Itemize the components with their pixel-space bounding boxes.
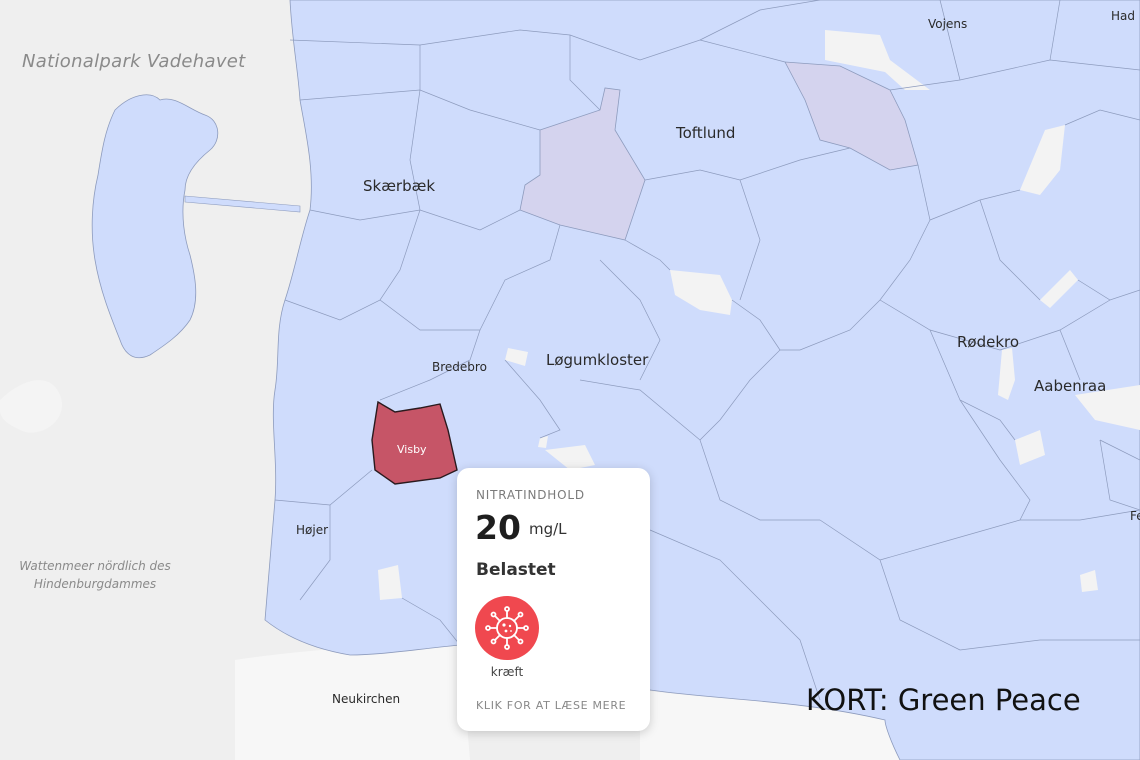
label-visby[interactable]: Visby <box>397 443 427 456</box>
white-patch <box>1075 385 1140 430</box>
virus-icon-glyph <box>485 606 529 650</box>
white-patch <box>825 30 930 90</box>
visby-area[interactable] <box>371 400 458 485</box>
read-more-link[interactable]: KLIK FOR AT LÆSE MERE <box>476 699 627 712</box>
label-wattenmeer: Wattenmeer nördlich des Hindenburgdammes <box>14 557 176 593</box>
white-patch <box>538 436 548 448</box>
popup-heading: NITRATINDHOLD <box>476 488 585 502</box>
label-logumkloster: Løgumkloster <box>546 351 649 369</box>
label-bredebro: Bredebro <box>432 360 487 374</box>
label-hojer: Højer <box>296 523 329 537</box>
label-wattenmeer-line1: Wattenmeer nördlich des <box>19 559 171 573</box>
romo-dam <box>184 195 301 213</box>
nitrate-popup[interactable]: NITRATINDHOLD 20 mg/L Belastet <box>457 468 650 731</box>
district-borders <box>274 0 1140 701</box>
label-skaerbaek: Skærbæk <box>363 177 436 195</box>
white-patch <box>505 348 528 366</box>
label-neukirchen: Neukirchen <box>332 692 401 706</box>
icon-label: kræft <box>490 665 524 679</box>
germany-land <box>235 640 470 760</box>
white-patch <box>1080 570 1098 592</box>
sandbank <box>0 380 62 433</box>
white-patch <box>1040 270 1078 308</box>
label-fe: Fe <box>1130 509 1140 523</box>
white-patch <box>1020 125 1065 195</box>
white-patch <box>378 565 402 600</box>
nitrate-unit: mg/L <box>529 520 567 538</box>
map-credit: KORT: Green Peace <box>806 683 1081 717</box>
label-nationalpark-vadehavet: Nationalpark Vadehavet <box>22 51 246 72</box>
white-patch <box>998 348 1015 400</box>
white-patch <box>545 445 595 470</box>
area-lavender-2[interactable] <box>784 61 919 171</box>
germany-land-east <box>640 690 900 760</box>
white-patch <box>670 270 732 315</box>
label-aabenraa: Aabenraa <box>1034 377 1107 395</box>
status-label: Belastet <box>476 560 556 580</box>
label-rodekro: Rødekro <box>957 333 1020 351</box>
label-wattenmeer-line2: Hindenburgdammes <box>33 577 157 591</box>
label-had: Had <box>1111 9 1135 23</box>
virus-icon <box>475 596 539 660</box>
white-patch <box>1015 430 1045 465</box>
romo-island[interactable] <box>91 94 219 359</box>
label-toftlund: Toftlund <box>676 124 736 142</box>
nitrate-value: 20 <box>475 508 521 547</box>
label-vojens: Vojens <box>928 17 968 31</box>
area-lavender-1[interactable] <box>519 87 646 241</box>
